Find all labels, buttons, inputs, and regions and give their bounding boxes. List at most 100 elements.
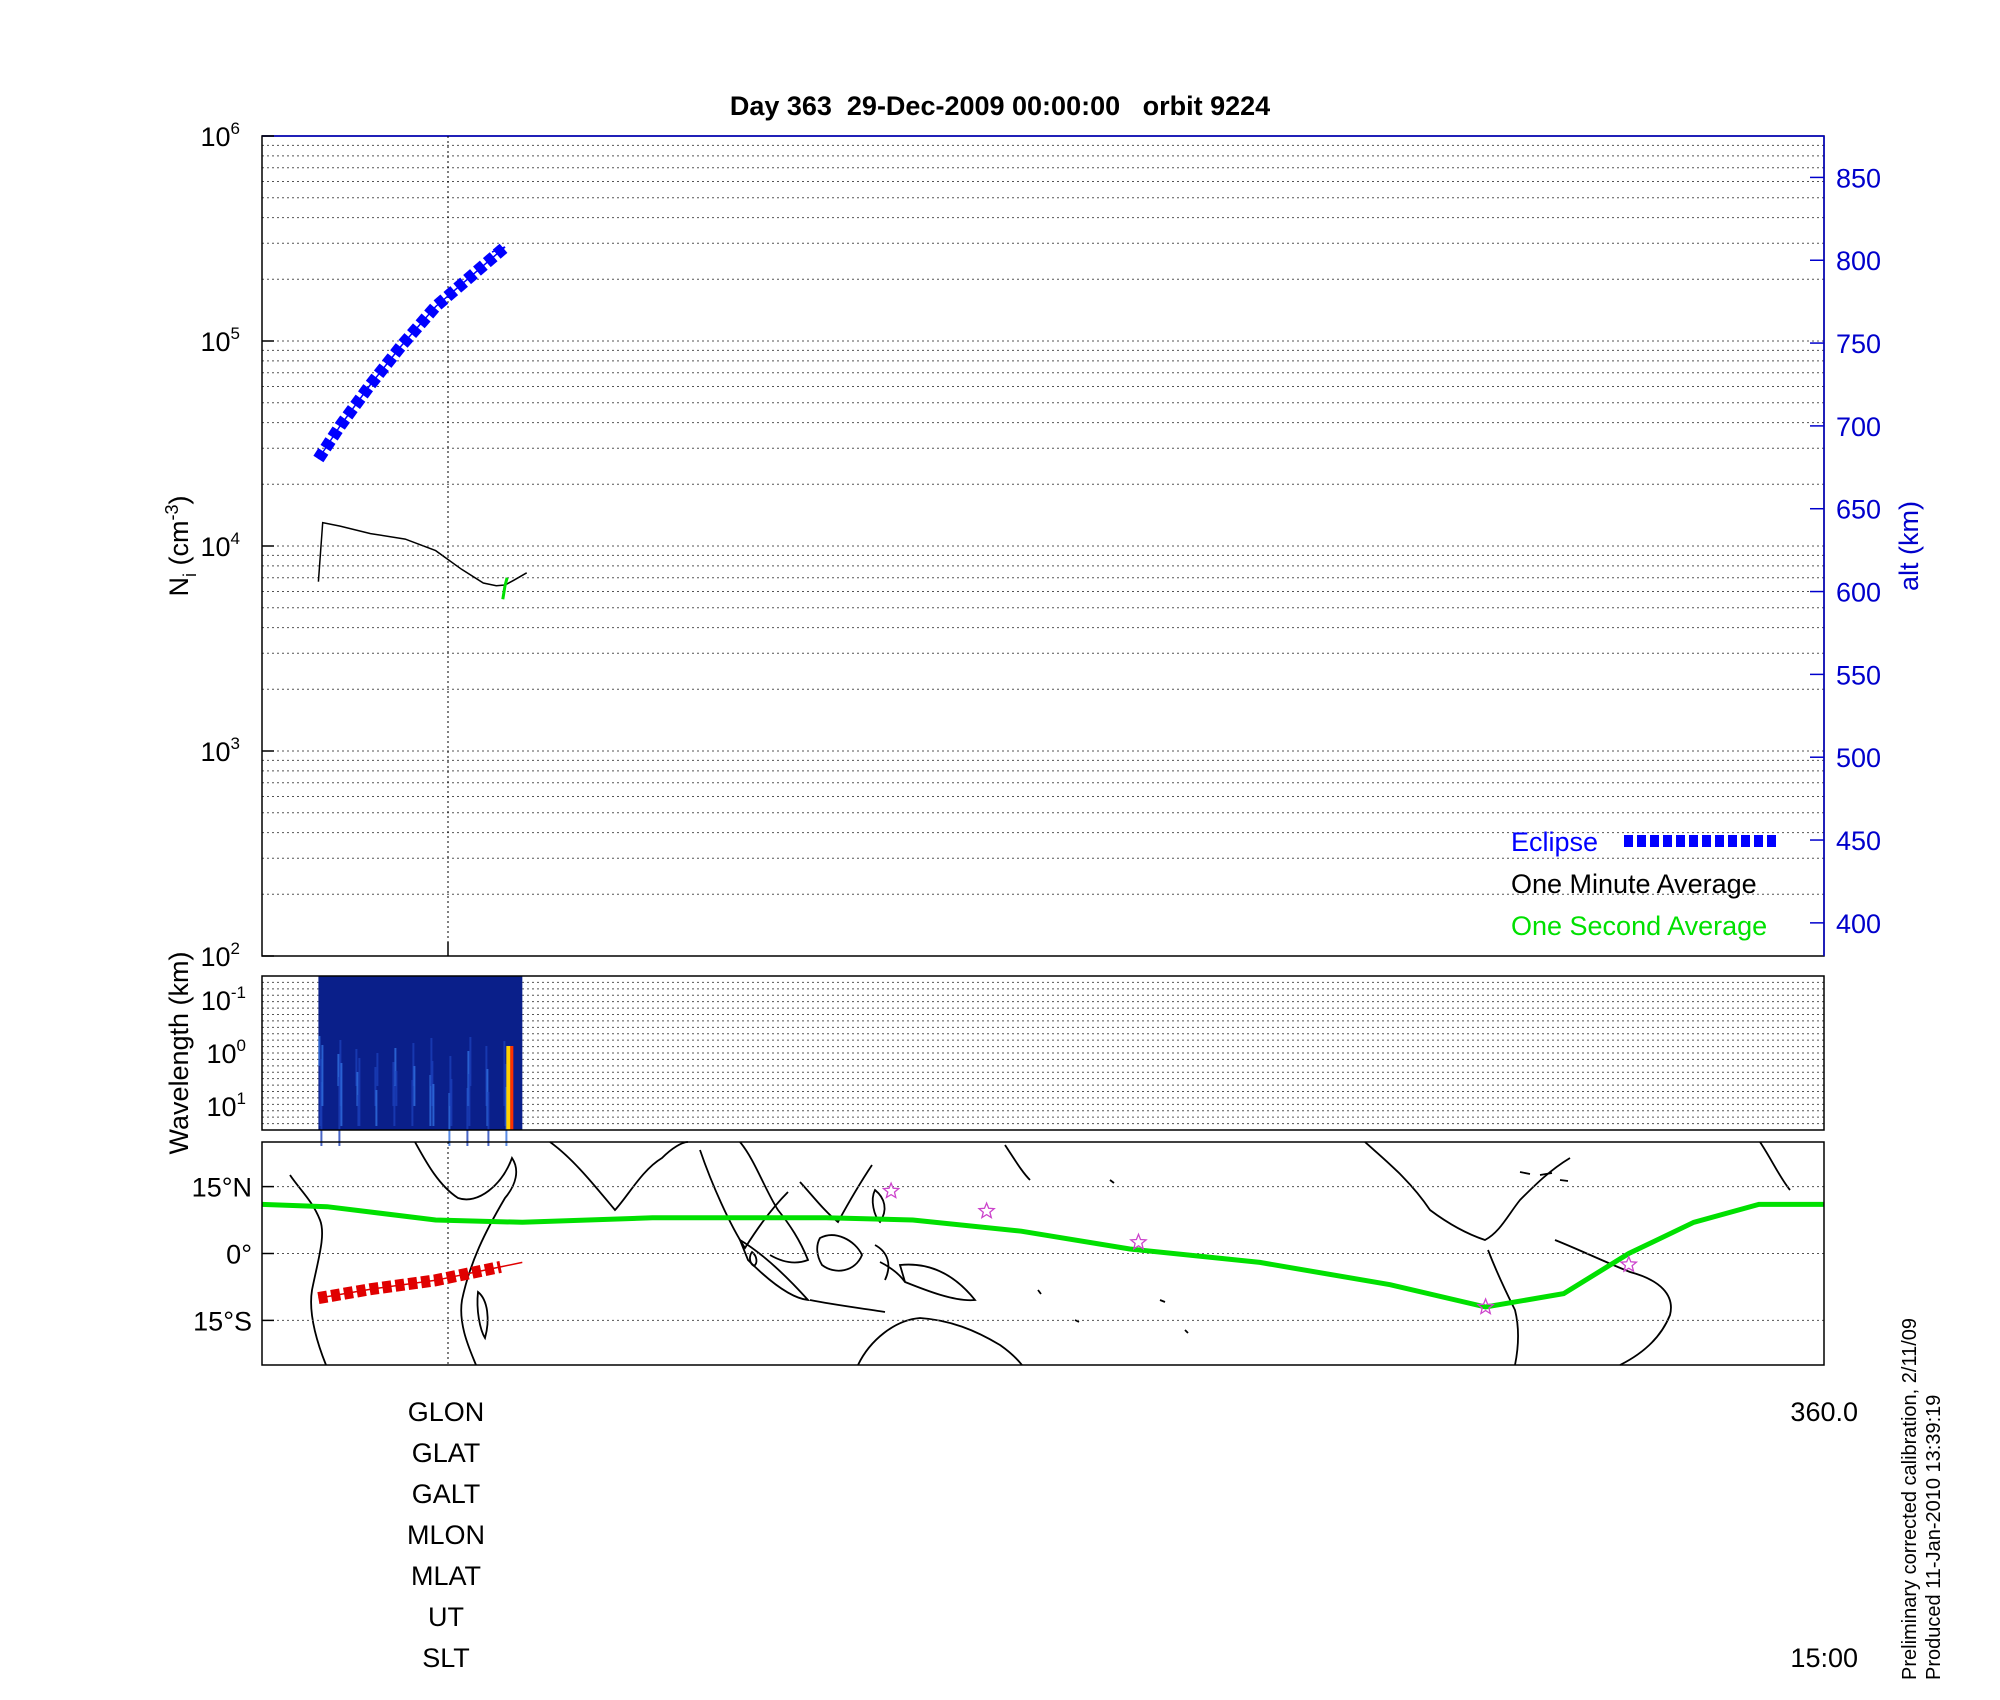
coast-java	[809, 1299, 886, 1313]
station-star-icon	[1476, 1297, 1495, 1315]
calibration-note: Preliminary corrected calibration, 2/11/…	[1899, 1318, 1921, 1680]
alt-tick-label: 550	[1836, 660, 1881, 690]
spectrogram-stripe	[432, 1084, 435, 1126]
footer-label-mlon: MLON	[407, 1520, 485, 1550]
wavelength-tick-label: 10-1	[201, 983, 246, 1016]
lat-tick-label: 15°S	[193, 1306, 252, 1336]
coast-sulawesi	[874, 1244, 906, 1283]
alt-axis-ticks: 400 450 500 550 600 650 700 750 800 850	[1810, 163, 1881, 939]
wavelength-tick-label: 101	[206, 1089, 246, 1122]
spectrogram-stripe	[469, 1037, 472, 1086]
density-grid	[262, 144, 1824, 895]
orbit-track-line	[261, 1201, 1824, 1310]
alt-tick-label: 700	[1836, 412, 1881, 442]
station-star-icon	[1129, 1232, 1148, 1251]
legend-one-second-label: One Second Average	[1511, 911, 1767, 941]
coast-indochina	[799, 1164, 873, 1224]
one-second-series-line	[501, 577, 509, 600]
spectrogram-stripe	[320, 1082, 323, 1146]
spectrogram-stripe	[340, 1063, 343, 1126]
one-minute-series-line	[317, 521, 528, 587]
lat-tick-label: 0°	[226, 1240, 252, 1270]
ni-axis-ticks: 102 103 104 105 106	[200, 119, 274, 972]
station-star-icon	[881, 1181, 901, 1199]
footer-label-glon: GLON	[408, 1397, 485, 1427]
spectrogram-field	[318, 976, 523, 1130]
lat-tick-label: 15°N	[192, 1173, 252, 1203]
spectrogram-stripe	[395, 1071, 398, 1106]
ni-tick-label: 106	[200, 119, 240, 152]
spectrogram-stripe	[450, 1079, 453, 1126]
coast-greenland	[1759, 1141, 1791, 1191]
spectrogram-stripe	[413, 1066, 416, 1106]
spectrogram-stripe	[374, 1067, 377, 1106]
spectrogram-stripe	[376, 1053, 379, 1086]
station-star-icon	[1619, 1254, 1639, 1273]
ni-tick-label: 103	[200, 734, 240, 767]
map-series	[261, 1181, 1824, 1315]
eclipse-series-line	[313, 242, 509, 463]
ni-tick-label: 104	[200, 529, 240, 562]
density-series	[313, 242, 528, 600]
coast-se-asia	[739, 1141, 810, 1264]
alt-tick-label: 650	[1836, 495, 1881, 525]
spectrogram-stripe	[392, 1062, 395, 1106]
wavelength-tick-label: 100	[206, 1036, 246, 1069]
coast-africa-east	[414, 1141, 518, 1366]
coast-africa-west	[289, 1174, 327, 1366]
spectrogram-stripe	[338, 1077, 341, 1146]
spectrogram-panel-frame	[261, 975, 1825, 1131]
spectrogram-stripe	[375, 1090, 378, 1126]
footer-label-slt: SLT	[422, 1643, 470, 1673]
alt-axis-label: alt (km)	[1894, 501, 1924, 591]
coast-australia	[857, 1317, 1023, 1366]
alt-tick-label: 750	[1836, 329, 1881, 359]
coast-caribbean	[1519, 1171, 1569, 1182]
footer-slt-value: 15:00	[1790, 1643, 1858, 1673]
coast-new-guinea	[898, 1263, 977, 1302]
spectrogram-stripe	[318, 1036, 321, 1066]
alt-tick-label: 850	[1836, 163, 1881, 193]
map-grid	[262, 1186, 1824, 1321]
legend: Eclipse One Minute Average One Second Av…	[1511, 827, 1776, 941]
footer-label-ut: UT	[428, 1602, 464, 1632]
alt-tick-label: 400	[1836, 909, 1881, 939]
map-panel: 15°N 0° 15°S	[192, 1141, 1825, 1366]
coast-japan	[1004, 1144, 1031, 1181]
ni-tick-label: 102	[200, 939, 240, 972]
coast-india	[699, 1149, 789, 1250]
coast-philippines	[871, 1188, 886, 1224]
wavelength-axis-ticks: 10-1 100 101	[201, 983, 246, 1122]
spectrogram-stripe	[355, 1049, 358, 1086]
spectrogram-stripe	[412, 1043, 415, 1086]
ni-tick-label: 105	[200, 324, 240, 357]
ni-axis-label: Ni (cm-3)	[162, 496, 200, 597]
coast-arabia	[549, 1141, 689, 1212]
spectrogram-hotspot-core	[510, 1046, 514, 1130]
wavelength-axis-label: Wavelength (km)	[164, 951, 194, 1154]
spectrogram-stripe	[448, 1093, 451, 1146]
spectrogram-stripe	[337, 1054, 340, 1086]
latitude-axis-ticks: 15°N 0° 15°S	[192, 1173, 274, 1336]
spectrogram-stripe	[468, 1074, 471, 1126]
legend-one-minute-label: One Minute Average	[1511, 869, 1757, 899]
spectrogram-heatmap	[318, 976, 523, 1146]
station-star-icon	[977, 1201, 996, 1220]
spectrogram-stripe	[356, 1072, 359, 1106]
spectrogram-stripe	[487, 1092, 490, 1146]
coast-sumatra	[738, 1237, 811, 1302]
coast-pacific-islands	[1037, 1179, 1189, 1334]
spectrogram-stripe	[394, 1048, 397, 1086]
spectrogram-stripe	[393, 1085, 396, 1126]
footer-label-mlat: MLAT	[411, 1561, 481, 1591]
alt-tick-label: 450	[1836, 826, 1881, 856]
spectrogram-stripe	[321, 1045, 324, 1106]
spectrogram-stripe	[411, 1080, 414, 1126]
coast-borneo	[816, 1234, 863, 1272]
density-panel: 102 103 104 105 106 400 450 500 550 600 650 700 750…	[162, 119, 1924, 972]
eclipse-track-line	[317, 1261, 502, 1305]
production-note: Produced 11-Jan-2010 13:39:19	[1923, 1395, 1945, 1680]
alt-tick-label: 800	[1836, 246, 1881, 276]
footer-glon-value: 360.0	[1790, 1397, 1858, 1427]
